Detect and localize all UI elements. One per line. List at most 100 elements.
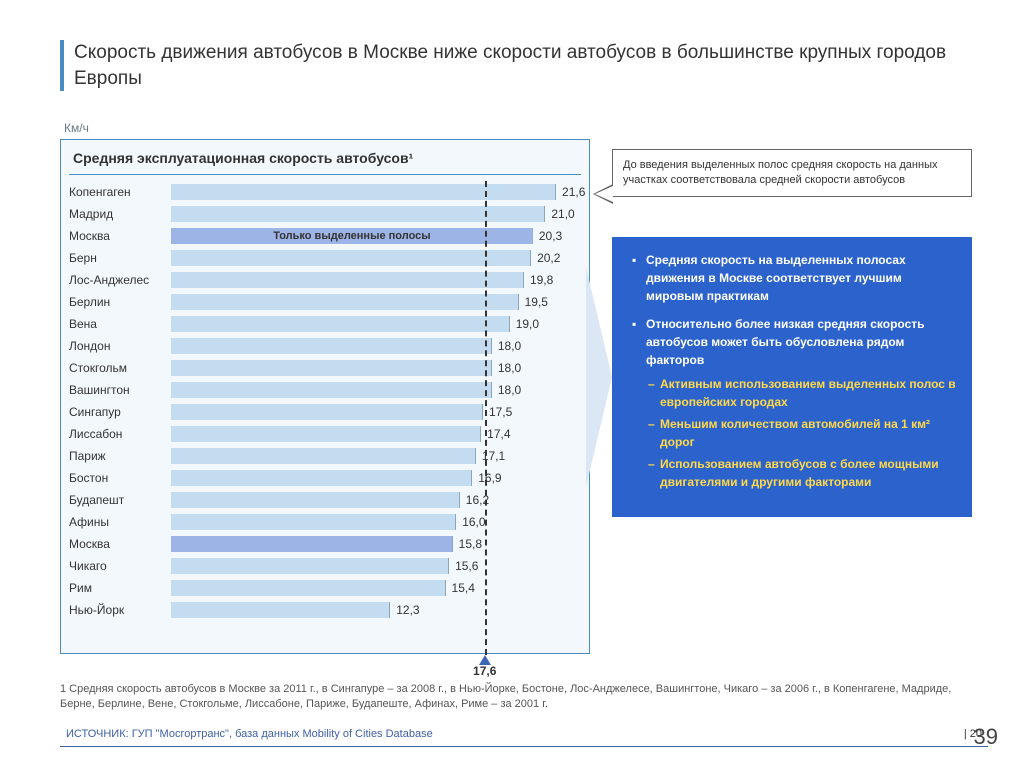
bar-fill [171, 536, 453, 552]
info-sublist: Активным использованием выделенных полос… [646, 375, 956, 491]
bar-label: Лондон [69, 339, 171, 353]
bar-area: 12,3 [171, 602, 581, 618]
bar-value: 15,8 [453, 536, 482, 552]
bar-row: Париж 17,1 [69, 445, 581, 467]
bar-row: Лондон18,0 [69, 335, 581, 357]
bar-area: 15,6 [171, 558, 581, 574]
source-strip: ИСТОЧНИК: ГУП "Мосгортранс", база данных… [60, 722, 988, 747]
bar-area: 15,4 [171, 580, 581, 596]
bar-fill [171, 448, 476, 464]
bar-row: Сингапур17,5 [69, 401, 581, 423]
bar-label: Нью-Йорк [69, 603, 171, 617]
bar-value: 20,2 [531, 250, 560, 266]
chart-box: Средняя эксплуатационная скорость автобу… [60, 139, 590, 654]
bar-area: 18,0 [171, 338, 581, 354]
bar-label: Чикаго [69, 559, 171, 573]
bar-row: Москва 15,8 [69, 533, 581, 555]
info-subitem: Использованием автобусов с более мощными… [660, 455, 956, 491]
bar-area: 20,2 [171, 250, 581, 266]
bar-label: Берлин [69, 295, 171, 309]
info-item-text: Средняя скорость на выделенных полосах д… [646, 253, 906, 303]
bar-row: Нью-Йорк12,3 [69, 599, 581, 621]
average-label: 17,6 [473, 664, 496, 678]
bar-value: 17,1 [476, 448, 505, 464]
bar-label: Рим [69, 581, 171, 595]
bar-area: 19,8 [171, 272, 581, 288]
title-block: Скорость движения автобусов в Москве ниж… [60, 40, 988, 91]
bar-value: 19,5 [519, 294, 548, 310]
bar-label: Лиссабон [69, 427, 171, 441]
bar-overlay-label: Только выделенные полосы [171, 228, 533, 244]
info-subitem: Меньшим количеством автомобилей на 1 км²… [660, 415, 956, 451]
average-marker [485, 181, 487, 665]
bar-row: Стокгольм 18,0 [69, 357, 581, 379]
bar-row: Берлин 19,5 [69, 291, 581, 313]
bar-label: Будапешт [69, 493, 171, 507]
bar-row: Вена 19,0 [69, 313, 581, 335]
bar-area: 17,5 [171, 404, 581, 420]
bar-fill [171, 514, 456, 530]
bar-label: Москва [69, 537, 171, 551]
bar-label: Стокгольм [69, 361, 171, 375]
bar-area: 19,0 [171, 316, 581, 332]
slide-number: 39 [974, 724, 998, 750]
bar-value: 15,4 [446, 580, 475, 596]
bar-value: 19,8 [524, 272, 553, 288]
bar-row: Лос-Анджелес19,8 [69, 269, 581, 291]
bar-row: Чикаго 15,6 [69, 555, 581, 577]
bar-row: Копенгаген21,6 [69, 181, 581, 203]
bar-fill [171, 250, 531, 266]
info-item: Средняя скорость на выделенных полосах д… [646, 251, 956, 305]
chart-header: Средняя эксплуатационная скорость автобу… [69, 146, 581, 175]
bar-value: 18,0 [492, 360, 521, 376]
bar-fill [171, 404, 483, 420]
bar-value: 21,6 [556, 184, 585, 200]
bar-row: Бостон16,9 [69, 467, 581, 489]
bar-area: 18,0 [171, 360, 581, 376]
bar-row: Афины16,0 [69, 511, 581, 533]
bar-value: 19,0 [510, 316, 539, 332]
bar-area: Только выделенные полосы20,3 [171, 228, 581, 244]
bar-value: 16,0 [456, 514, 485, 530]
bar-row: Мадрид 21,0 [69, 203, 581, 225]
bar-fill [171, 184, 556, 200]
bar-row: Берн 20,2 [69, 247, 581, 269]
bar-label: Париж [69, 449, 171, 463]
bar-value: 21,0 [545, 206, 574, 222]
bar-label: Мадрид [69, 207, 171, 221]
bar-label: Вена [69, 317, 171, 331]
bar-fill [171, 382, 492, 398]
callout-tail [593, 184, 613, 204]
bar-area: 19,5 [171, 294, 581, 310]
chart-area: Км/ч Средняя эксплуатационная скорость а… [60, 121, 590, 654]
bar-label: Берн [69, 251, 171, 265]
bar-area: 16,2 [171, 492, 581, 508]
bar-row: Вашингтон18,0 [69, 379, 581, 401]
bar-fill [171, 272, 524, 288]
bar-row: МоскваТолько выделенные полосы20,3 [69, 225, 581, 247]
slide-title: Скорость движения автобусов в Москве ниж… [74, 40, 988, 91]
callout-text: До введения выделенных полос средняя ско… [623, 159, 937, 186]
right-column: До введения выделенных полос средняя ско… [612, 121, 972, 517]
info-subitem: Активным использованием выделенных полос… [660, 375, 956, 411]
bar-value: 15,6 [449, 558, 478, 574]
bar-fill [171, 338, 492, 354]
bar-row: Будапешт16,2 [69, 489, 581, 511]
bar-area: 17,1 [171, 448, 581, 464]
bar-area: 17,4 [171, 426, 581, 442]
info-item-text: Относительно более низкая средняя скорос… [646, 317, 925, 367]
bar-label: Москва [69, 229, 171, 243]
footnote: 1 Средняя скорость автобусов в Москве за… [60, 682, 980, 712]
callout-box: До введения выделенных полос средняя ско… [612, 149, 972, 197]
bar-label: Сингапур [69, 405, 171, 419]
y-axis-label: Км/ч [64, 121, 590, 135]
arrow-icon [586, 267, 612, 487]
bar-value: 16,9 [472, 470, 501, 486]
bar-fill [171, 602, 390, 618]
bar-fill [171, 294, 519, 310]
bar-area: 15,8 [171, 536, 581, 552]
bar-row: Лиссабон17,4 [69, 423, 581, 445]
bar-value: 20,3 [533, 228, 562, 244]
bar-fill [171, 492, 460, 508]
bar-area: 16,0 [171, 514, 581, 530]
